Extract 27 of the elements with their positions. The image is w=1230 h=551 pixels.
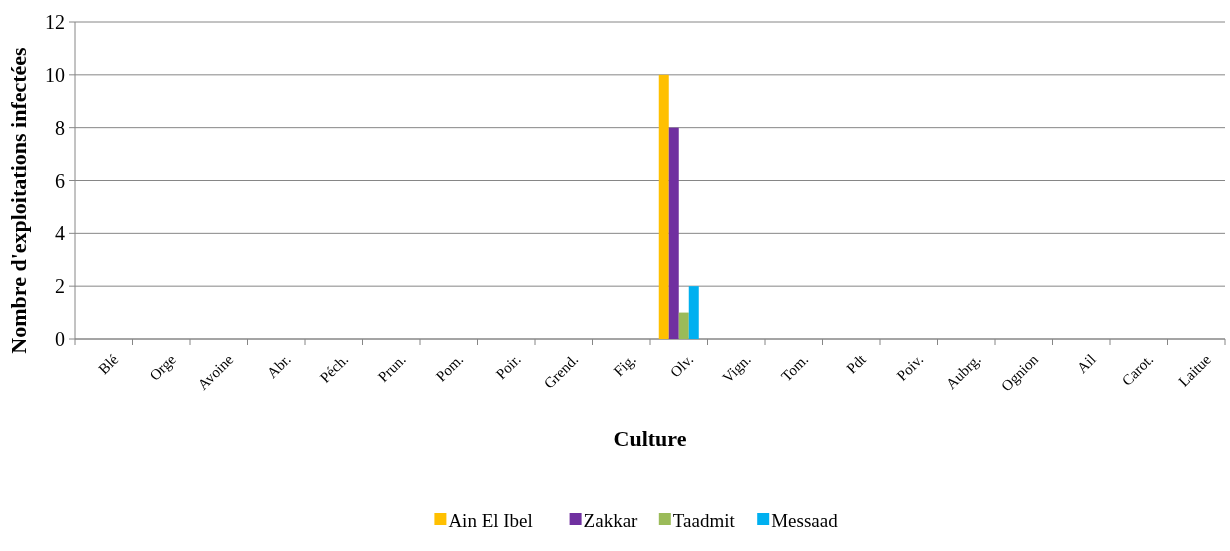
y-tick-label: 12 <box>45 11 65 33</box>
x-tick-label: Tom. <box>778 351 812 385</box>
y-tick-label: 2 <box>55 275 65 298</box>
x-tick-label: Orge <box>146 350 180 384</box>
y-tick-label: 0 <box>55 328 65 350</box>
y-axis-title: Nombre d'exploitations infectées <box>6 46 31 354</box>
x-tick-label: Fig. <box>610 351 639 380</box>
x-tick-label: Vign. <box>719 351 754 386</box>
legend-label: Zakkar <box>583 509 639 531</box>
y-tick-label: 10 <box>45 63 65 86</box>
legend-label: Taadmit <box>672 509 736 531</box>
x-tick-label: Péch. <box>316 351 352 386</box>
x-tick-label: Blé <box>95 351 122 378</box>
x-tick-label: Poiv. <box>893 351 927 384</box>
x-tick-label: Poir. <box>492 351 524 383</box>
x-axis-title: Culture <box>613 426 687 451</box>
x-tick-label: Abr. <box>263 351 294 382</box>
x-tick-label: Olv. <box>667 351 697 381</box>
legend-label: Messaad <box>771 509 839 531</box>
x-tick-label: Pdt <box>843 350 870 377</box>
y-tick-label: 4 <box>55 222 65 245</box>
y-tick-label: 6 <box>55 169 65 192</box>
legend-label: Ain El Ibel <box>448 509 533 531</box>
x-tick-label: Pom. <box>432 351 467 385</box>
x-tick-label: Prun. <box>374 351 409 386</box>
y-tick-label: 8 <box>55 116 65 139</box>
x-tick-label: Ail <box>1073 351 1099 377</box>
